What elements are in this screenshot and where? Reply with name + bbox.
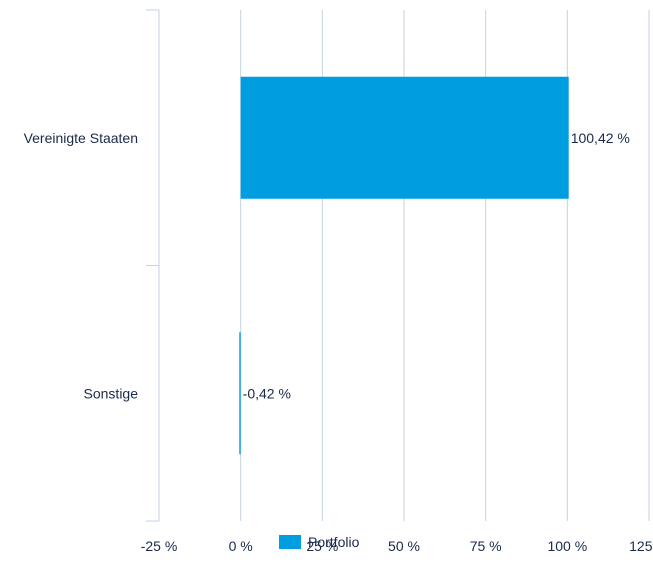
data-label: -0,42 % [243,385,291,401]
bar-sonstige[interactable] [239,332,241,455]
category-axis [146,9,160,522]
x-tick-label: 25 % [306,538,338,554]
data-labels: 100,42 % -0,42 % [243,130,630,402]
legend-label-portfolio: Portfolio [308,534,360,550]
category-labels: Vereinigte Staaten Sonstige [24,130,139,402]
x-tick-label: 0 % [229,538,253,554]
x-tick-label: 75 % [470,538,502,554]
data-label: 100,42 % [571,130,630,146]
bar-vereinigte-staaten[interactable] [240,76,569,199]
legend: Portfolio [279,534,360,550]
x-tick-label: 50 % [388,538,420,554]
x-tick-label: 100 % [547,538,587,554]
category-label: Sonstige [84,385,139,401]
x-tick-label: -25 % [141,538,178,554]
x-tick-label: 125 % [629,538,653,554]
legend-swatch-portfolio [279,535,301,549]
x-axis-ticks: -25 % 0 % 25 % 50 % 75 % 100 % 125 % [141,538,653,554]
bars [239,76,569,455]
category-label: Vereinigte Staaten [24,130,138,146]
